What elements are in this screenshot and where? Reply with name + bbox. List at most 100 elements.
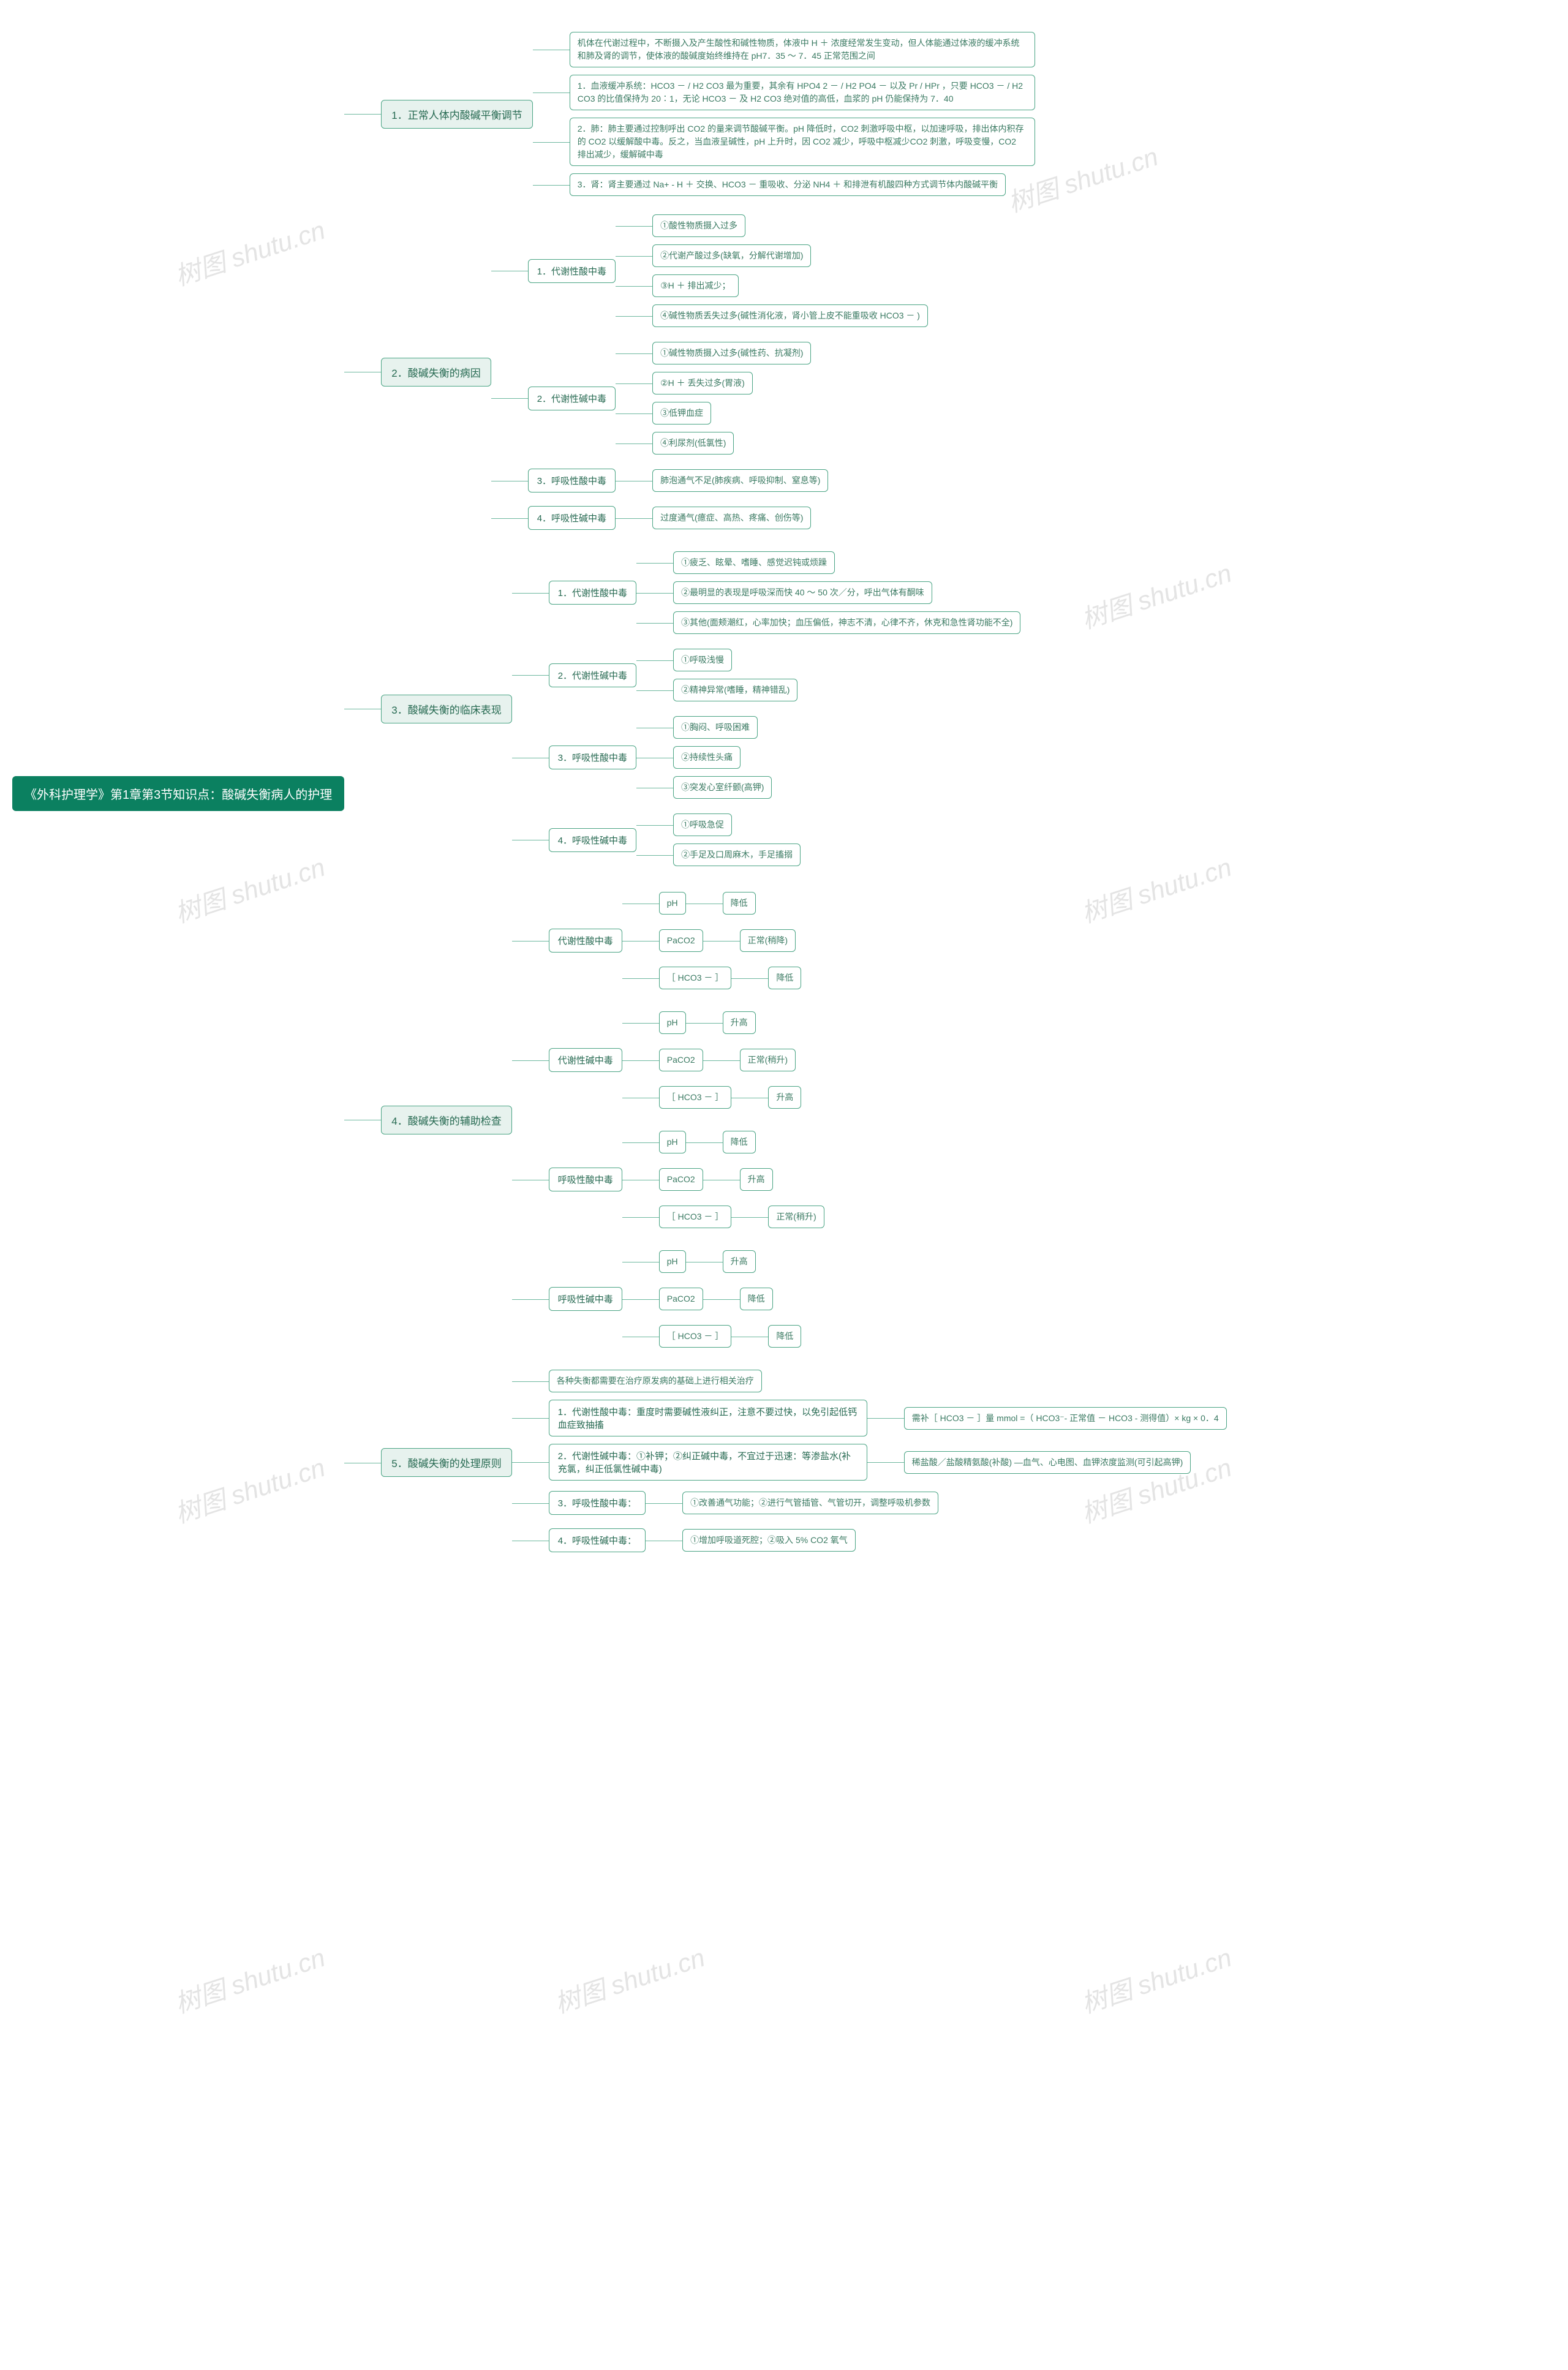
branch: 2．酸碱失衡的病因 1．代谢性酸中毒 ①酸性物质摄入过多 ②代谢产酸过多(缺氧，分解代…	[381, 207, 1226, 537]
leaf-row: ④碱性物质丢失过多(碱性消化液，肾小管上皮不能重吸收 HCO3 － )	[652, 304, 928, 327]
children: 正常(稍升)	[740, 1045, 796, 1075]
leaf-node: ①改善通气功能；②进行气管插管、气管切开，调整呼吸机参数	[682, 1492, 938, 1514]
children: ①改善通气功能；②进行气管插管、气管切开，调整呼吸机参数	[682, 1488, 938, 1518]
leaf-row: ①胸闷、呼吸困难	[673, 716, 772, 739]
leaf-row: ①增加呼吸道死腔；②吸入 5% CO2 氧气	[682, 1529, 856, 1552]
leaf-row: 1．血液缓冲系统：HCO3 － / H2 CO3 最为重要，其余有 HPO4 2…	[570, 75, 1035, 110]
branch: 代谢性酸中毒pH降低PaCO2正常(稍降)［ HCO3 － ］降低	[549, 885, 824, 997]
leaf-row: 升高	[723, 1250, 756, 1273]
children: pH升高PaCO2降低［ HCO3 － ］降低	[659, 1243, 802, 1355]
leaf-node: ①疲乏、眩晕、嗜睡、感觉迟钝或烦躁	[673, 551, 835, 574]
leaf-row: 稀盐酸／盐酸精氨酸(补酸) —血气、心电图、血钾浓度监测(可引起高钾)	[904, 1451, 1191, 1474]
children: ①增加呼吸道死腔；②吸入 5% CO2 氧气	[682, 1525, 856, 1555]
children: ①酸性物质摄入过多 ②代谢产酸过多(缺氧，分解代谢增加) ③H ＋ 排出减少； ④碱性…	[652, 211, 928, 331]
children: 降低	[768, 963, 801, 993]
leaf-node: 需补［ HCO3 － ］量 mmol =（ HCO3⁻- 正常值 － HCO3 …	[904, 1407, 1227, 1430]
leaf-node: 升高	[723, 1011, 756, 1034]
children: 1．代谢性酸中毒 ①酸性物质摄入过多 ②代谢产酸过多(缺氧，分解代谢增加) ③H ＋ …	[528, 207, 928, 537]
leaf-row: 降低	[740, 1288, 773, 1310]
branch: 呼吸性碱中毒pH升高PaCO2降低［ HCO3 － ］降低	[549, 1243, 824, 1355]
branch: ［ HCO3 － ］降低	[659, 963, 802, 993]
watermark: 树图 shutu.cn	[549, 1937, 709, 2021]
watermark: 树图 shutu.cn	[1076, 1937, 1236, 2021]
branch: 5．酸碱失衡的处理原则 各种失衡都需要在治疗原发病的基础上进行相关治疗 1．代谢性酸…	[381, 1366, 1226, 1559]
leaf-row: ③其他(面颊潮红，心率加快；血压偏低，神志不清，心律不齐，休克和急性肾功能不全)	[673, 611, 1020, 634]
leaf-node: ③突发心室纤颤(高钾)	[673, 776, 772, 799]
leaf-node: ③低钾血症	[652, 402, 711, 425]
leaf-row: 需补［ HCO3 － ］量 mmol =（ HCO3⁻- 正常值 － HCO3 …	[904, 1407, 1227, 1430]
leaf-node: 升高	[723, 1250, 756, 1273]
leaf-row: 升高	[740, 1168, 773, 1191]
leaf-row: ②手足及口周麻木，手足搐搦	[673, 843, 801, 866]
leaf-row: ①改善通气功能；②进行气管插管、气管切开，调整呼吸机参数	[682, 1492, 938, 1514]
branch: pH 升高	[659, 1008, 802, 1038]
leaf-node: 各种失衡都需要在治疗原发病的基础上进行相关治疗	[549, 1370, 762, 1392]
leaf-row: ①碱性物质摄入过多(碱性药、抗凝剂)	[652, 342, 811, 364]
children: pH降低PaCO2升高［ HCO3 － ］正常(稍升)	[659, 1123, 824, 1236]
leaf-node: 肺泡通气不足(肺疾病、呼吸抑制、窒息等)	[652, 469, 828, 492]
leaf-row: ①呼吸浅慢	[673, 649, 797, 671]
leaf-node: ④碱性物质丢失过多(碱性消化液，肾小管上皮不能重吸收 HCO3 － )	[652, 304, 928, 327]
leaf-node: 降低	[768, 1325, 801, 1348]
leaf-node: ②代谢产酸过多(缺氧，分解代谢增加)	[652, 244, 811, 267]
leaf-node: ①碱性物质摄入过多(碱性药、抗凝剂)	[652, 342, 811, 364]
leaf-row: 机体在代谢过程中，不断摄入及产生酸性和碱性物质，体液中 H ＋ 浓度经常发生变动…	[570, 32, 1035, 67]
leaf-node: 机体在代谢过程中，不断摄入及产生酸性和碱性物质，体液中 H ＋ 浓度经常发生变动…	[570, 32, 1035, 67]
pair-key: pH	[659, 1011, 686, 1034]
subsection-node: 2．代谢性碱中毒：①补钾；②纠正碱中毒，不宜过于迅速：等渗盐水(补充氯，纠正低氯…	[549, 1444, 867, 1481]
leaf-row: ①酸性物质摄入过多	[652, 214, 928, 237]
branch: 4．呼吸性碱中毒：①增加呼吸道死腔；②吸入 5% CO2 氧气	[549, 1525, 1227, 1555]
branch: PaCO2 正常(稍升)	[659, 1045, 802, 1075]
leaf-row: 降低	[723, 892, 756, 915]
leaf-row: ③H ＋ 排出减少；	[652, 274, 928, 297]
leaf-row: ②H ＋ 丢失过多(胃液)	[652, 372, 811, 394]
children: 1．代谢性酸中毒 ①疲乏、眩晕、嗜睡、感觉迟钝或烦躁 ②最明显的表现是呼吸深而快 4…	[549, 544, 1021, 874]
section-node: 5．酸碱失衡的处理原则	[381, 1448, 511, 1477]
section-node: 2．酸碱失衡的病因	[381, 358, 491, 387]
leaf-node: ②持续性头痛	[673, 746, 741, 769]
pair-key: PaCO2	[659, 1168, 703, 1191]
leaf-row: 2．肺：肺主要通过控制呼出 CO2 的量来调节酸碱平衡。pH 降低时，CO2 刺…	[570, 118, 1035, 166]
branch: ［ HCO3 － ］正常(稍升)	[659, 1202, 824, 1232]
leaf-node: 3．肾：肾主要通过 Na+ - H ＋ 交换、HCO3 － 重吸收、分泌 NH4…	[570, 173, 1006, 196]
subsection-node: 1．代谢性酸中毒	[549, 581, 636, 605]
leaf-row: ②最明显的表现是呼吸深而快 40 ～ 50 次／分，呼出气体有酮味	[673, 581, 1020, 604]
subsection-node: 1．代谢性酸中毒	[528, 259, 616, 283]
branch: pH降低	[659, 888, 802, 918]
leaf-row: ②精神异常(嗜睡，精神错乱)	[673, 679, 797, 701]
leaf-node: 降低	[723, 1131, 756, 1153]
section-node: 3．酸碱失衡的临床表现	[381, 695, 511, 723]
pair-key: PaCO2	[659, 1049, 703, 1071]
subsection-node: 2．代谢性碱中毒	[528, 387, 616, 410]
leaf-row: ③低钾血症	[652, 402, 811, 425]
children: 需补［ HCO3 － ］量 mmol =（ HCO3⁻- 正常值 － HCO3 …	[904, 1403, 1227, 1433]
branch: 1．代谢性酸中毒：重度时需要碱性液纠正，注意不要过快，以免引起低钙血症致抽搐需补…	[549, 1400, 1227, 1436]
leaf-row: ①疲乏、眩晕、嗜睡、感觉迟钝或烦躁	[673, 551, 1020, 574]
leaf-row: 正常(稍降)	[740, 929, 796, 952]
leaf-node: 升高	[740, 1168, 773, 1191]
subsection-node: 4．呼吸性碱中毒	[528, 506, 616, 530]
subsection-node: 3．呼吸性酸中毒	[549, 745, 636, 769]
leaf-node: ①呼吸急促	[673, 813, 732, 836]
leaf-row: 升高	[768, 1086, 801, 1109]
children: 代谢性酸中毒pH降低PaCO2正常(稍降)［ HCO3 － ］降低代谢性碱中毒p…	[549, 881, 824, 1359]
children: 升高	[723, 1008, 756, 1038]
children: ①呼吸浅慢 ②精神异常(嗜睡，精神错乱)	[673, 645, 797, 705]
pair-key: ［ HCO3 － ］	[659, 1086, 732, 1109]
leaf-node: 升高	[768, 1086, 801, 1109]
children: 升高	[768, 1082, 801, 1112]
children: 稀盐酸／盐酸精氨酸(补酸) —血气、心电图、血钾浓度监测(可引起高钾)	[904, 1447, 1191, 1477]
leaf-node: ①胸闷、呼吸困难	[673, 716, 758, 739]
branch: ［ HCO3 － ］降低	[659, 1321, 802, 1351]
section-node: 1．正常人体内酸碱平衡调节	[381, 100, 532, 129]
branch: 3．呼吸性酸中毒 ①胸闷、呼吸困难 ②持续性头痛 ③突发心室纤颤(高钾)	[549, 712, 1021, 802]
leaf-node: 2．肺：肺主要通过控制呼出 CO2 的量来调节酸碱平衡。pH 降低时，CO2 刺…	[570, 118, 1035, 166]
leaf-row: ②代谢产酸过多(缺氧，分解代谢增加)	[652, 244, 928, 267]
leaf-node: ②最明显的表现是呼吸深而快 40 ～ 50 次／分，呼出气体有酮味	[673, 581, 932, 604]
branch: PaCO2正常(稍降)	[659, 926, 802, 956]
branch: 3．呼吸性酸中毒：①改善通气功能；②进行气管插管、气管切开，调整呼吸机参数	[549, 1488, 1227, 1518]
leaf-node: 降低	[768, 967, 801, 989]
branch: 2．代谢性碱中毒①呼吸浅慢②精神异常(嗜睡，精神错乱)	[549, 645, 1021, 705]
branch: 3．酸碱失衡的临床表现 1．代谢性酸中毒 ①疲乏、眩晕、嗜睡、感觉迟钝或烦躁 ②最明显…	[381, 544, 1226, 874]
branch: 4．呼吸性碱中毒过度通气(癔症、高热、疼痛、创伤等)	[528, 503, 928, 533]
